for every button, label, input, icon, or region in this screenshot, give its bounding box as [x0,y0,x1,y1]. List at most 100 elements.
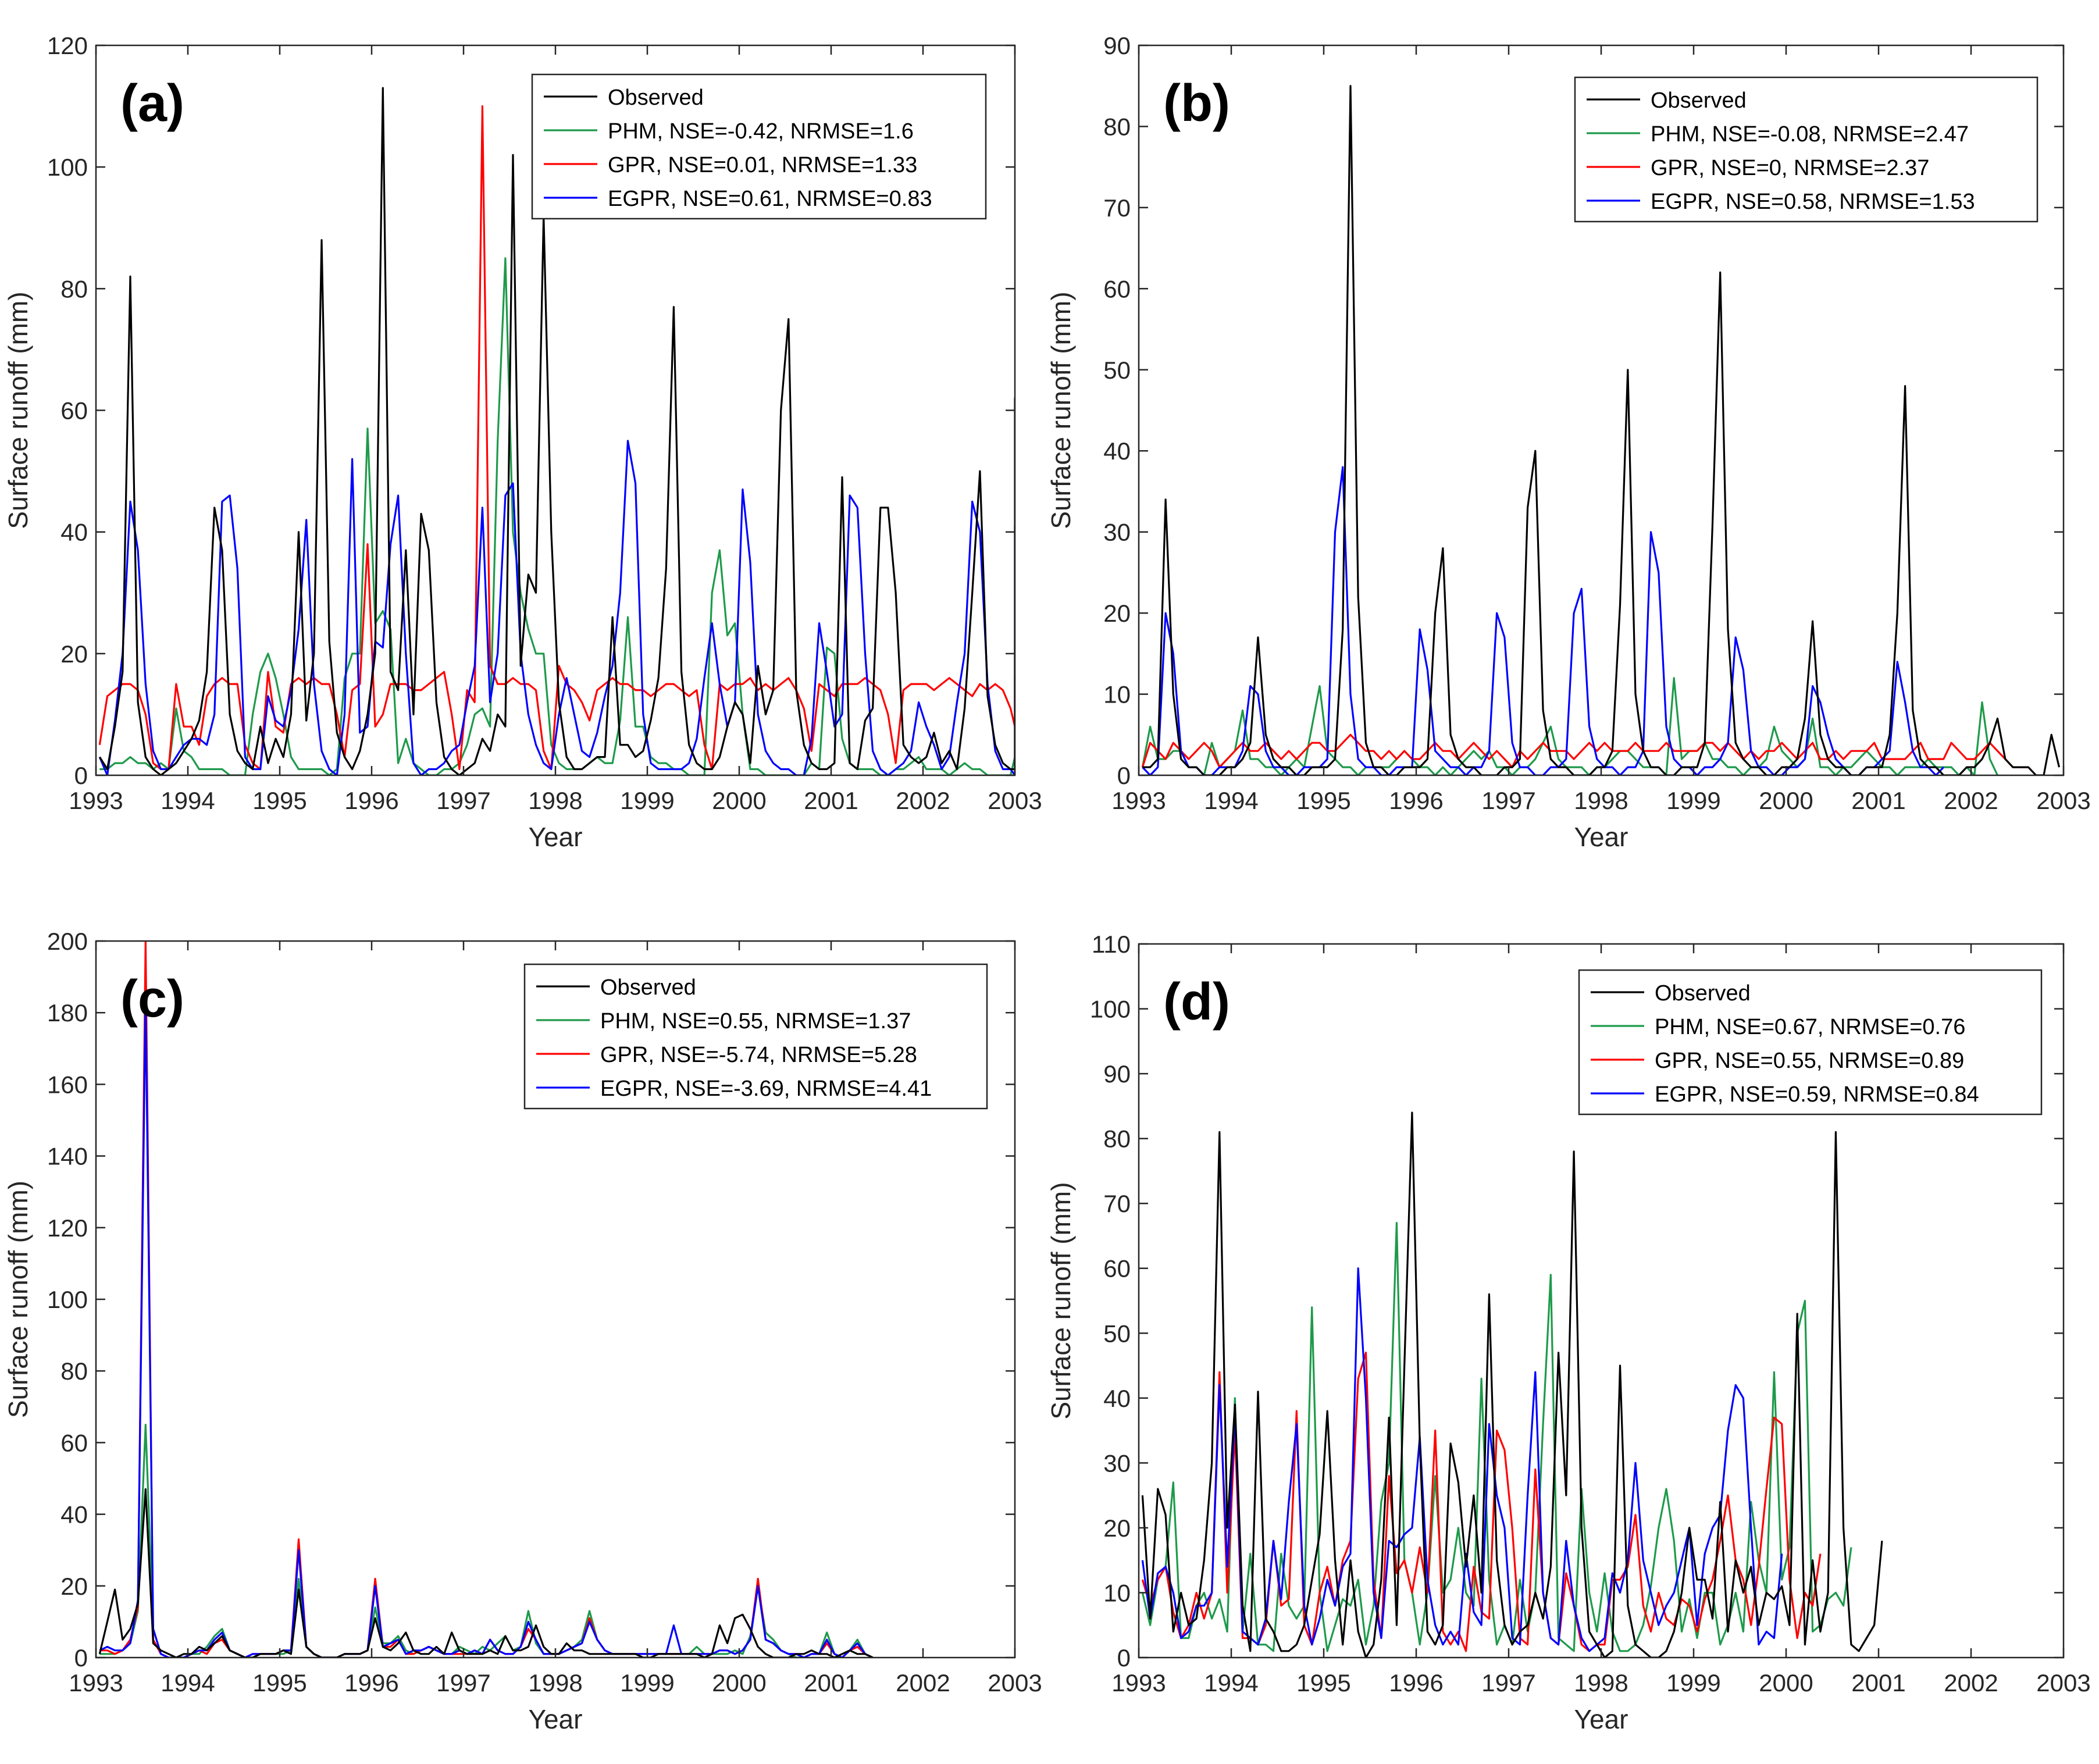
legend-entry: Observed [1651,88,1747,113]
x-tick-label: 1995 [252,787,307,814]
y-axis-label: Surface runoff (mm) [1046,1182,1076,1419]
y-tick-label: 20 [1103,600,1131,627]
x-tick-label: 1997 [1481,1669,1535,1697]
y-tick-label: 120 [47,1214,88,1242]
legend-entry: EGPR, NSE=0.59, NRMSE=0.84 [1655,1082,1979,1107]
x-tick-label: 1995 [252,1669,307,1697]
y-tick-label: 0 [74,762,88,789]
x-tick-label: 1995 [1296,787,1350,814]
y-tick-label: 110 [1092,931,1131,958]
y-tick-label: 180 [47,999,88,1027]
x-tick-label: 1994 [1204,1669,1258,1697]
x-tick-label: 2001 [1851,787,1905,814]
series-line-gpr [98,105,1015,771]
x-tick-label: 2002 [896,1669,950,1697]
x-tick-label: 1998 [1574,787,1628,814]
y-tick-label: 60 [60,397,88,425]
y-tick-label: 100 [47,154,88,181]
legend-box [1578,969,2043,1116]
y-tick-label: 60 [1103,275,1131,302]
y-tick-label: 20 [1103,1514,1131,1542]
legend-box [531,73,987,220]
legend-entry: PHM, NSE=-0.42, NRMSE=1.6 [608,119,914,144]
x-tick-label: 1996 [344,1669,398,1697]
legend: Observed PHM, NSE=-0.08, NRMSE=2.47 GPR, N… [1574,76,2039,223]
x-tick-label: 1999 [1666,787,1720,814]
chart-panel-3: 0 20 40 60 80 100 120 140 160 180 200 1993 1994 1995 1… [3,928,1042,1734]
y-tick-label: 40 [1103,437,1131,465]
y-axis-label: Surface runoff (mm) [3,1181,33,1418]
legend: Observed PHM, NSE=0.67, NRMSE=0.76 GPR, NS… [1578,969,2043,1116]
chart-panel-2: 0 10 20 30 40 50 60 70 80 90 1993 1994 1995 1996 1997 1… [1046,32,2091,852]
chart-panel-4: 0 10 20 30 40 50 60 70 80 90 100 110 1993 1994 1995 199… [1046,931,2091,1734]
x-tick-label: 2000 [712,1669,766,1697]
series-group [98,87,1015,776]
x-tick-label: 1993 [69,787,123,814]
y-tick-label: 40 [60,519,88,546]
legend-entry: Observed [608,85,704,110]
legend-entry: Observed [600,975,696,1000]
series-line-gpr [1141,733,2029,768]
x-axis-label: Year [529,1704,583,1734]
x-tick-label: 1997 [436,1669,490,1697]
panel-label: (c) [120,970,184,1028]
x-axis-label: Year [1574,1704,1628,1734]
x-tick-label: 2001 [804,787,858,814]
y-tick-label: 30 [1103,519,1131,546]
legend: Observed PHM, NSE=-0.42, NRMSE=1.6 GPR, NS… [531,73,987,220]
legend-entry: EGPR, NSE=0.58, NRMSE=1.53 [1651,190,1975,214]
y-tick-label: 20 [60,640,88,668]
legend: Observed PHM, NSE=0.55, NRMSE=1.37 GPR, NS… [523,963,988,1110]
x-tick-label: 1995 [1296,1669,1350,1697]
legend-entry: GPR, NSE=0.55, NRMSE=0.89 [1655,1049,1964,1073]
y-tick-label: 90 [1103,1060,1131,1088]
x-tick-label: 1996 [1389,787,1443,814]
legend-entry: EGPR, NSE=0.61, NRMSE=0.83 [608,187,932,211]
legend-entry: PHM, NSE=-0.08, NRMSE=2.47 [1651,122,1969,147]
y-tick-label: 120 [47,32,88,59]
y-tick-label: 160 [47,1071,88,1098]
y-tick-label: 100 [1090,996,1131,1023]
y-tick-label: 90 [1103,32,1131,59]
legend-entry: PHM, NSE=0.55, NRMSE=1.37 [600,1009,911,1034]
legend-entry: GPR, NSE=0, NRMSE=2.37 [1651,156,1929,180]
y-tick-label: 50 [1103,357,1131,384]
y-tick-label: 80 [1103,113,1131,140]
y-tick-label: 60 [60,1429,88,1456]
x-tick-label: 1999 [620,787,674,814]
y-tick-label: 70 [1103,1190,1131,1217]
legend-entry: GPR, NSE=0.01, NRMSE=1.33 [608,153,917,177]
x-tick-label: 1994 [1204,787,1258,814]
panel-label: (a) [120,74,184,133]
x-tick-label: 1998 [528,787,582,814]
y-tick-label: 60 [1103,1255,1131,1282]
x-axis-label: Year [1574,822,1628,852]
x-tick-label: 1997 [436,787,490,814]
x-tick-label: 2002 [896,787,950,814]
series-line-egpr [1141,1267,1783,1652]
chart-panel-1: 0 20 40 60 80 100 120 1993 1994 1995 1996 1997 1998 1… [3,32,1042,852]
x-tick-label: 1998 [1574,1669,1628,1697]
y-tick-label: 20 [60,1573,88,1600]
series-line-observed [98,1488,874,1658]
x-tick-label: 1994 [161,787,215,814]
y-tick-label: 10 [1103,1579,1131,1606]
y-tick-label: 50 [1103,1320,1131,1347]
series-line-observed [98,87,1015,776]
series-group [98,940,874,1658]
series-group [1141,1111,1883,1658]
y-tick-label: 0 [1117,762,1131,789]
y-tick-label: 70 [1103,194,1131,222]
y-tick-label: 10 [1103,681,1131,708]
x-tick-label: 2000 [1759,787,1813,814]
y-tick-label: 80 [60,1357,88,1385]
y-axis-label: Surface runoff (mm) [3,291,33,529]
y-axis-label: Surface runoff (mm) [1046,291,1076,529]
x-tick-label: 1996 [1389,1669,1443,1697]
y-tick-label: 100 [47,1286,88,1313]
x-axis-label: Year [529,822,583,852]
x-tick-label: 1993 [1111,1669,1166,1697]
